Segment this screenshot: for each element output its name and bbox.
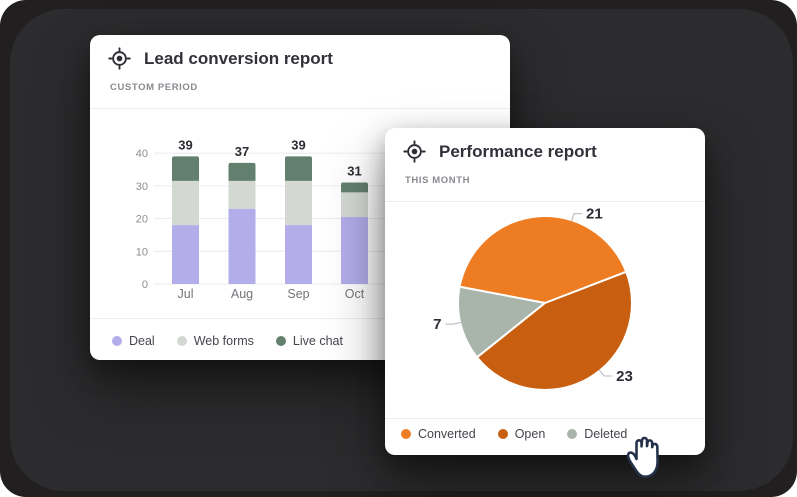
legend-label: Web forms (193, 334, 254, 348)
pie-value-label: 23 (616, 368, 633, 385)
legend-dot (567, 429, 578, 439)
bar-segment-Sep-deal[interactable] (285, 225, 312, 284)
bar-segment-Jul-live-chat[interactable] (172, 156, 199, 181)
pie-chart: 21 23 7 (433, 206, 633, 391)
pie-value-label: 21 (586, 206, 603, 223)
legend-label: Open (514, 427, 546, 441)
y-tick-label: 40 (136, 148, 148, 160)
card-subtitle: THIS MONTH (405, 175, 471, 186)
x-category-label: Oct (345, 287, 365, 301)
bar-segment-Sep-web-forms[interactable] (285, 180, 312, 226)
bar-chart-legend: Deal Web forms Live chat (112, 327, 365, 355)
bar-total-label: 31 (347, 164, 361, 179)
bar-segment-Jul-deal[interactable] (172, 225, 199, 284)
legend-dot (275, 336, 286, 346)
pie-value-label: 7 (433, 316, 441, 333)
header-divider (90, 108, 510, 109)
y-tick-label: 20 (136, 214, 148, 226)
pie-label-leader (571, 213, 583, 222)
bar-segment-Aug-live-chat[interactable] (228, 162, 256, 181)
y-tick-label: 10 (136, 246, 148, 258)
legend-dot (112, 336, 122, 346)
pie-chart-legend: Converted Open Deleted (401, 420, 649, 448)
card-title: Lead conversion report (144, 49, 333, 68)
x-category-label: Jul (178, 287, 194, 301)
bar-total-label: 39 (291, 137, 305, 152)
legend-item-deleted[interactable]: Deleted (567, 427, 627, 441)
header-divider (385, 201, 705, 202)
legend-dot (401, 429, 411, 439)
legend-item-web-forms[interactable]: Web forms (176, 334, 254, 348)
bar-segment-Oct-deal[interactable] (341, 216, 368, 284)
hand-cursor[interactable] (617, 429, 669, 485)
card-subtitle: CUSTOM PERIOD (110, 82, 198, 93)
bar-segment-Jul-web-forms[interactable] (172, 180, 199, 226)
legend-item-open[interactable]: Open (497, 427, 546, 441)
bar-segment-Oct-web-forms[interactable] (341, 192, 368, 217)
x-category-label: Sep (287, 287, 309, 301)
pie-label-leader (598, 369, 613, 377)
legend-divider (385, 418, 705, 419)
legend-item-converted[interactable]: Converted (401, 427, 476, 441)
bar-segment-Oct-live-chat[interactable] (341, 182, 368, 193)
legend-item-deal[interactable]: Deal (112, 334, 155, 348)
pie-slice-deleted[interactable] (457, 285, 546, 359)
legend-label: Deleted (584, 427, 628, 441)
y-tick-label: 0 (142, 279, 148, 291)
bar-total-label: 39 (178, 137, 192, 152)
card-title: Performance report (439, 142, 597, 161)
legend-item-live-chat[interactable]: Live chat (275, 334, 343, 348)
x-category-label: Aug (231, 287, 253, 301)
bar-segment-Aug-deal[interactable] (228, 208, 256, 284)
legend-label: Live chat (292, 334, 343, 348)
target-icon (403, 140, 426, 163)
bar-total-label: 37 (235, 144, 249, 159)
performance-report-card[interactable]: Performance report THIS MONTH 21 23 7 Conv… (385, 128, 705, 455)
bar-segment-Aug-web-forms[interactable] (228, 180, 256, 209)
target-icon (108, 47, 131, 70)
pie-label-leader (445, 321, 462, 325)
legend-dot (176, 336, 187, 346)
legend-label: Converted (418, 427, 476, 441)
y-tick-label: 30 (136, 181, 148, 193)
bar-segment-Sep-live-chat[interactable] (285, 156, 312, 181)
legend-dot (497, 429, 508, 439)
legend-label: Deal (129, 334, 155, 348)
pie-slice-open[interactable] (476, 270, 633, 391)
pie-slice-converted[interactable] (458, 215, 628, 304)
legend-divider (90, 318, 510, 319)
